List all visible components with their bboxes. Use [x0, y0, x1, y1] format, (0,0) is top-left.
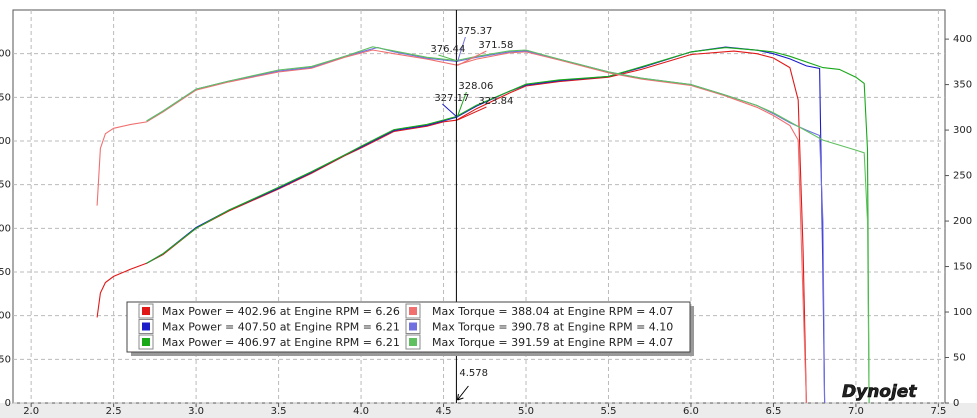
series-line: [146, 46, 870, 404]
legend-swatch: [409, 338, 417, 346]
y2-tick-label: 150: [953, 262, 972, 273]
y-tick-label: 50: [0, 354, 11, 365]
x-tick-label: 6.5: [765, 406, 781, 417]
x-tick-label: 6.0: [683, 406, 699, 417]
y-tick-label: 250: [0, 180, 11, 191]
cursor-readout: 376.44: [430, 44, 465, 55]
y-tick-label: 100: [0, 311, 11, 322]
y2-tick-label: 400: [953, 34, 972, 45]
x-tick-label: 5.0: [518, 406, 534, 417]
readout-arrow: [438, 54, 458, 62]
legend-swatch: [142, 338, 150, 346]
y2-tick-label: 200: [953, 216, 972, 227]
y-tick-label: 350: [0, 92, 11, 103]
x-tick-label: 5.5: [601, 406, 617, 417]
y-tick-label: 300: [0, 136, 11, 147]
legend-label: Max Torque = 390.78 at Engine RPM = 4.10: [432, 321, 673, 334]
x-tick-label: 4.0: [353, 406, 369, 417]
readout-arrow: [457, 50, 487, 66]
x-tick-label: 2.5: [106, 406, 122, 417]
x-axis-band: [0, 403, 977, 418]
series-line: [146, 47, 870, 404]
readout-arrow: [457, 106, 487, 121]
y2-tick-label: 100: [953, 307, 972, 318]
cursor-readout: 327.17: [434, 93, 469, 104]
x-tick-label: 7.0: [848, 406, 864, 417]
readout-arrow: [456, 91, 467, 117]
cursor-label: 4.578: [459, 368, 488, 379]
y2-tick-label: 0: [953, 398, 959, 409]
y-tick-label: 150: [0, 267, 11, 278]
y-tick-label: 200: [0, 223, 11, 234]
y2-tick-label: 300: [953, 125, 972, 136]
y2-tick-label: 50: [953, 353, 966, 364]
x-tick-label: 2.0: [23, 406, 39, 417]
cursor-arrow: [456, 385, 469, 401]
legend-label: Max Torque = 388.04 at Engine RPM = 4.07: [432, 305, 673, 318]
legend-label: Max Torque = 391.59 at Engine RPM = 4.07: [432, 336, 673, 349]
logo: Dynojet: [842, 382, 917, 402]
legend-swatch: [409, 307, 417, 315]
readout-arrow: [456, 36, 466, 63]
legend-swatch: [142, 322, 150, 331]
legend-label: Max Power = 406.97 at Engine RPM = 6.21: [162, 336, 400, 349]
cursor-readout: 375.37: [457, 26, 492, 37]
legend-label: Max Power = 402.96 at Engine RPM = 6.26: [162, 305, 400, 318]
cursor-readout: 323.84: [478, 96, 513, 107]
cursor-readout: 328.06: [458, 81, 493, 92]
y-tick-label: 0: [5, 398, 11, 409]
cursor-readout: 371.58: [478, 40, 513, 51]
readout-arrow: [442, 103, 458, 118]
x-tick-label: 3.0: [188, 406, 204, 417]
x-tick-label: 3.5: [271, 406, 287, 417]
legend-swatch: [409, 322, 417, 331]
x-tick-label: 4.5: [436, 406, 452, 417]
y2-tick-label: 350: [953, 80, 972, 91]
x-tick-label: 7.5: [930, 406, 946, 417]
y-tick-label: 400: [0, 49, 11, 60]
series-line: [96, 49, 807, 404]
legend-swatch: [142, 307, 150, 315]
series-line: [146, 46, 826, 404]
legend-label: Max Power = 407.50 at Engine RPM = 6.21: [162, 321, 400, 334]
y2-tick-label: 250: [953, 171, 972, 182]
